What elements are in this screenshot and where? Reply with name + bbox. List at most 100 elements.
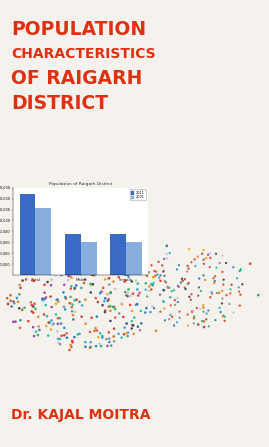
Point [94,342,98,350]
Point [118,261,123,268]
Point [237,288,241,295]
Point [132,330,136,337]
Point [30,308,34,315]
Point [51,320,55,328]
Point [130,308,134,315]
Point [201,301,206,308]
Point [76,331,80,338]
Point [166,284,170,291]
Point [107,250,111,257]
Point [97,255,101,262]
Point [108,307,112,314]
Point [134,301,138,308]
Point [71,312,75,319]
Point [161,286,165,293]
Point [180,275,184,283]
Point [139,308,143,315]
Text: Dr. KAJAL MOITRA: Dr. KAJAL MOITRA [11,409,150,422]
Point [17,281,22,288]
Point [96,334,100,341]
Point [105,249,110,256]
Point [107,281,111,288]
Point [108,289,113,296]
Point [158,277,162,284]
Point [107,274,111,282]
Point [222,313,227,320]
Point [49,326,53,333]
Point [186,279,191,287]
Point [126,286,131,293]
Point [70,304,74,311]
Point [156,258,161,266]
Point [206,307,211,314]
Point [43,295,47,303]
Point [112,248,116,255]
Point [68,342,73,349]
Point [167,316,171,323]
Point [128,292,133,299]
Point [98,330,102,337]
Point [134,277,138,284]
Point [43,258,47,265]
Point [111,278,116,285]
Point [9,297,13,304]
Point [89,314,94,321]
Point [95,327,99,334]
Point [109,342,113,349]
Point [158,308,162,315]
Point [169,302,173,309]
Point [101,284,105,291]
Text: OF RAIGARH: OF RAIGARH [11,69,142,89]
Point [57,263,62,270]
Point [59,271,63,278]
Point [105,297,110,304]
Point [186,322,190,329]
Point [55,296,59,304]
Point [22,304,27,311]
Point [102,263,106,270]
Point [144,304,148,312]
Text: CHARACTERISTICS: CHARACTERISTICS [11,47,155,61]
Point [54,251,59,258]
Point [167,284,172,291]
Point [113,314,117,321]
Point [122,278,127,285]
Point [62,253,67,260]
Point [111,247,115,254]
Point [46,332,50,339]
Point [122,331,126,338]
Point [68,299,72,307]
Point [83,250,88,257]
Point [69,269,74,276]
Point [228,286,233,293]
Point [62,250,67,257]
Point [113,305,117,312]
Point [150,303,154,310]
Point [139,320,143,327]
Point [67,251,71,258]
Point [204,254,208,261]
Point [103,276,107,283]
Point [54,311,58,318]
Point [158,278,163,285]
Point [73,284,77,291]
Bar [81,242,97,275]
Point [66,276,70,283]
Point [193,256,197,263]
Point [107,335,111,342]
Point [62,242,67,249]
Point [30,277,34,284]
Point [34,255,38,262]
Point [107,338,112,346]
Point [186,311,190,318]
Point [124,330,129,337]
Point [162,272,167,279]
Point [239,266,243,273]
Point [107,269,111,276]
Point [124,292,128,299]
Point [109,261,113,269]
Point [190,308,194,316]
Point [49,276,54,283]
Point [69,274,74,281]
Point [177,261,181,269]
